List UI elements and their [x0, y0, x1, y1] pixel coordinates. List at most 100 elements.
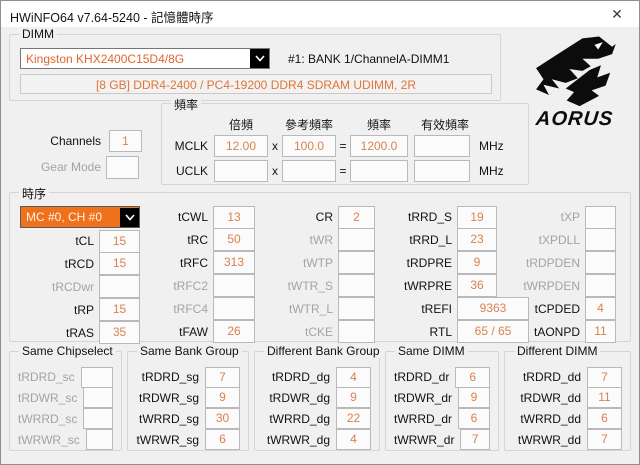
- same-chipselect-group: Same Chipselect tRDRD_sc tRDWR_sc tWRRD_…: [9, 344, 122, 451]
- channels-value: 1: [109, 130, 142, 152]
- window-title: HWiNFO64 v7.64-5240 - 記憶體時序: [10, 11, 214, 25]
- timing-value: 7: [205, 367, 240, 388]
- group-title: Same Bank Group: [137, 344, 242, 358]
- timing-value: [585, 228, 616, 251]
- timing-label: tWTR_L: [288, 302, 333, 316]
- timing-row-trdpden: tRDPDEN: [522, 251, 622, 275]
- timing-row-twrpre: tWRPRE 36: [378, 274, 533, 298]
- timing-label: tRDWR_sg: [138, 391, 199, 405]
- timing-row-twrpden: tWRPDEN: [522, 274, 622, 298]
- mclk-ref: 100.0: [282, 135, 336, 157]
- timing-row-trefi: tREFI 9363: [378, 297, 533, 321]
- timing-value: 7: [587, 367, 622, 388]
- timing-row-taonpd: tAONPD 11: [522, 320, 622, 344]
- timing-label: tRFC: [180, 256, 208, 270]
- mclk-multiplier: 12.00: [214, 135, 268, 157]
- timing-row-trcdwr: tRCDwr: [20, 275, 142, 299]
- timing-row: tWRRD_dd 6: [513, 408, 622, 430]
- timing-label: tRRD_S: [407, 210, 452, 224]
- timing-row-twr: tWR: [265, 228, 377, 252]
- dimm-select[interactable]: Kingston KHX2400C15D4/8G: [20, 48, 270, 69]
- timing-row-trdpre: tRDPRE 9: [378, 251, 533, 275]
- timing-value: [338, 228, 375, 251]
- timing-label: tRDRD_dr: [394, 370, 450, 384]
- timing-row-trfc: tRFC 313: [147, 251, 257, 275]
- group-title: Different Bank Group: [264, 344, 383, 358]
- timing-value: 6: [455, 367, 490, 388]
- timing-label: tRC: [187, 233, 208, 247]
- mclk-effective: [414, 135, 470, 157]
- timing-label: tRDRD_dg: [271, 370, 330, 384]
- timing-col-1: MC #0, CH #0 tCL 15 tRCD 15 tRCDwr tRP 15 t…: [20, 206, 142, 345]
- timing-value: 6: [587, 408, 622, 429]
- timing-label: tWRRD_dd: [520, 412, 581, 426]
- timing-value: 50: [213, 228, 255, 251]
- timing-label: tWTP: [303, 256, 333, 270]
- timing-row: tRDWR_sc: [18, 387, 113, 409]
- timing-label: tCKE: [304, 325, 333, 339]
- channel-selector-row: MC #0, CH #0: [20, 206, 142, 229]
- frequency-group-label: 頻率: [171, 96, 202, 113]
- timing-row-trrd-l: tRRD_L 23: [378, 228, 533, 252]
- timing-label: tWTR_S: [287, 279, 333, 293]
- timing-label: tREFI: [421, 302, 452, 316]
- col-multiplier: 倍頻: [228, 118, 253, 132]
- frequency-group: 頻率 倍頻 參考頻率 頻率 有效頻率 MCLK 12.00 x 100.0 = …: [161, 96, 529, 185]
- times-sign: x: [272, 139, 278, 153]
- mclk-label: MCLK: [174, 139, 208, 153]
- timing-label: tRDRD_dd: [522, 370, 581, 384]
- timing-col-4: tRRD_S 19 tRRD_L 23 tRDPRE 9 tWRPRE 36 tREFI…: [378, 206, 533, 344]
- timing-label: tRFC2: [173, 279, 208, 293]
- uclk-row: UCLK x = MHz: [168, 160, 504, 182]
- timing-row-tcwl: tCWL 13: [147, 206, 257, 229]
- timing-value: 4: [336, 367, 371, 388]
- frequency-header-row: 倍頻 參考頻率 頻率 有效頻率: [168, 116, 476, 133]
- col-effective: 有效頻率: [420, 118, 469, 132]
- timing-value: [85, 429, 113, 450]
- timing-value: [80, 367, 113, 388]
- timing-row-cr: CR 2: [265, 206, 377, 229]
- timing-label: tXPDLL: [538, 233, 580, 247]
- timing-label: tWRPDEN: [523, 279, 580, 293]
- timing-value: 7: [460, 429, 490, 450]
- timing-label: tWRWR_sg: [136, 433, 199, 447]
- different-bank-group-group: Different Bank Group tRDRD_dg 4 tRDWR_dg 9…: [254, 344, 383, 451]
- chevron-down-icon[interactable]: [120, 207, 139, 227]
- close-icon[interactable]: ✕: [611, 6, 623, 22]
- timing-label: tWRRD_dr: [394, 412, 453, 426]
- aorus-logo: AORUS: [517, 31, 633, 143]
- gear-mode-field: Gear Mode: [9, 156, 139, 179]
- timing-value: [213, 297, 255, 320]
- mclk-row: MCLK 12.00 x 100.0 = 1200.0 MHz: [168, 135, 504, 157]
- col-frequency: 頻率: [366, 118, 391, 132]
- memory-channel-select[interactable]: MC #0, CH #0: [20, 206, 140, 228]
- timing-label: tRCDwr: [52, 280, 94, 294]
- timing-value: [83, 408, 113, 429]
- timing-label: tXP: [560, 210, 580, 224]
- timing-value: 9: [458, 387, 490, 408]
- timing-row: tRDWR_dd 11: [513, 387, 622, 409]
- timing-row: tWRWR_sc: [18, 429, 113, 451]
- timing-row-trfc2: tRFC2: [147, 274, 257, 298]
- timing-value: 30: [205, 408, 240, 429]
- timing-row-tcpded: tCPDED 4: [522, 297, 622, 321]
- timing-row: tRDWR_sg 9: [136, 387, 240, 409]
- timing-value: 9: [336, 387, 371, 408]
- dimm-select-value: Kingston KHX2400C15D4/8G: [26, 51, 185, 66]
- mclk-unit: MHz: [479, 139, 504, 153]
- timing-row: tWRWR_dg 4: [263, 429, 371, 451]
- timing-value: 2: [338, 206, 375, 229]
- timing-row-trp: tRP 15: [20, 298, 142, 322]
- timing-label: tRDWR_sc: [18, 391, 78, 405]
- dimm-slot-label: #1: BANK 1/ChannelA-DIMM1: [288, 52, 450, 66]
- timing-label: tWRWR_dg: [266, 433, 330, 447]
- timing-label: tRDPRE: [406, 256, 452, 270]
- timing-row: tWRRD_dr 6: [394, 408, 490, 430]
- timing-value: [338, 274, 375, 297]
- timing-label: tRDRD_sc: [18, 370, 75, 384]
- group-title: Same DIMM: [395, 344, 468, 358]
- timing-value: 35: [99, 321, 140, 344]
- timing-label: tWRWR_dr: [394, 433, 455, 447]
- chevron-down-icon[interactable]: [250, 49, 269, 68]
